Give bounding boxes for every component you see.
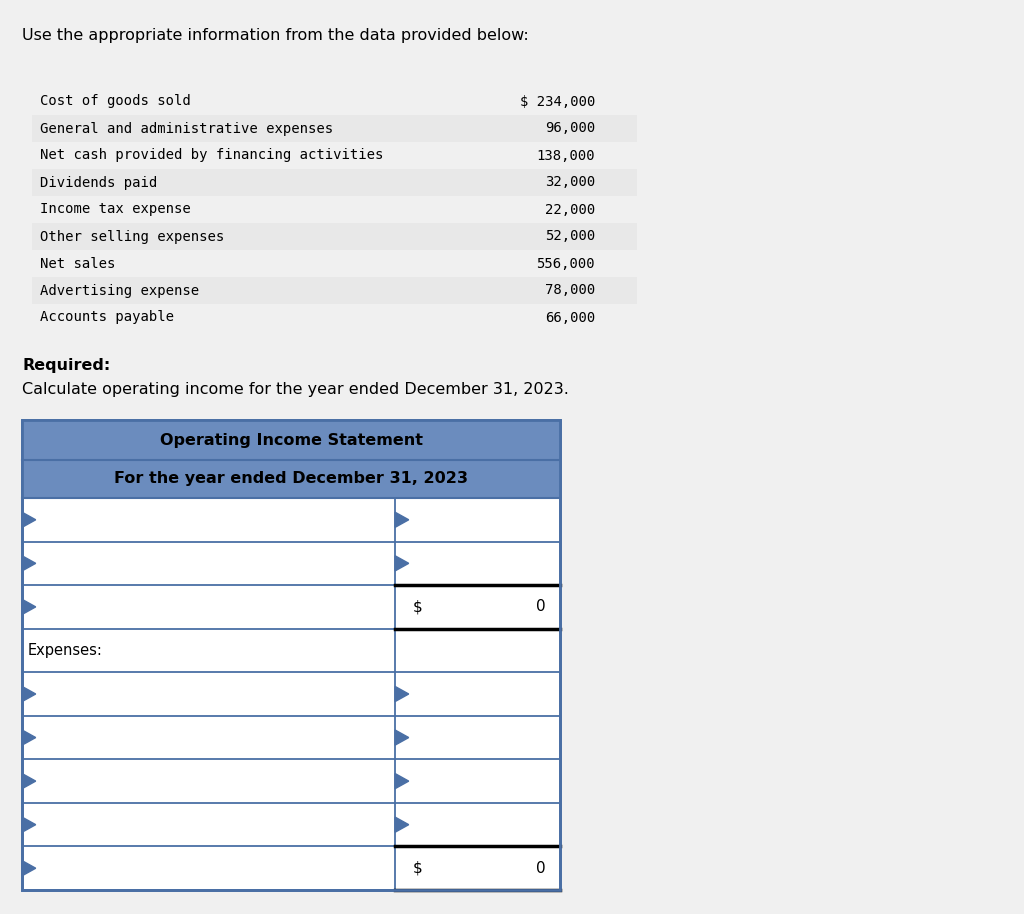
Text: 78,000: 78,000	[545, 283, 595, 297]
Bar	[22, 420, 560, 460]
Polygon shape	[395, 512, 409, 527]
Text: Net cash provided by financing activities: Net cash provided by financing activitie…	[40, 148, 383, 163]
Polygon shape	[395, 817, 409, 833]
Text: 22,000: 22,000	[545, 203, 595, 217]
Polygon shape	[22, 600, 36, 614]
Text: 0: 0	[537, 861, 546, 876]
Text: 66,000: 66,000	[545, 311, 595, 324]
Text: Net sales: Net sales	[40, 257, 116, 271]
Bar	[22, 420, 560, 890]
Polygon shape	[22, 817, 36, 833]
Polygon shape	[395, 556, 409, 571]
Bar	[32, 223, 637, 250]
Text: 138,000: 138,000	[537, 148, 595, 163]
Polygon shape	[22, 686, 36, 702]
Text: $: $	[413, 861, 423, 876]
Bar	[32, 169, 637, 196]
Text: Advertising expense: Advertising expense	[40, 283, 199, 297]
Text: Expenses:: Expenses:	[28, 643, 102, 658]
Polygon shape	[22, 556, 36, 571]
Polygon shape	[22, 773, 36, 789]
Text: $ 234,000: $ 234,000	[519, 94, 595, 109]
Polygon shape	[22, 512, 36, 527]
Bar	[32, 277, 637, 304]
Polygon shape	[395, 730, 409, 745]
Text: 32,000: 32,000	[545, 175, 595, 189]
Text: Calculate operating income for the year ended December 31, 2023.: Calculate operating income for the year …	[22, 382, 569, 397]
Text: Accounts payable: Accounts payable	[40, 311, 174, 324]
Text: Cost of goods sold: Cost of goods sold	[40, 94, 190, 109]
Text: Other selling expenses: Other selling expenses	[40, 229, 224, 243]
Polygon shape	[395, 686, 409, 702]
Text: 52,000: 52,000	[545, 229, 595, 243]
Text: Required:: Required:	[22, 358, 111, 373]
Text: 0: 0	[537, 600, 546, 614]
Text: Income tax expense: Income tax expense	[40, 203, 190, 217]
Polygon shape	[395, 773, 409, 789]
Text: Operating Income Statement: Operating Income Statement	[160, 432, 423, 448]
Text: Use the appropriate information from the data provided below:: Use the appropriate information from the…	[22, 28, 528, 43]
Text: General and administrative expenses: General and administrative expenses	[40, 122, 333, 135]
Polygon shape	[22, 861, 36, 876]
Text: For the year ended December 31, 2023: For the year ended December 31, 2023	[114, 472, 468, 486]
Polygon shape	[22, 730, 36, 745]
Text: Dividends paid: Dividends paid	[40, 175, 158, 189]
Bar	[32, 115, 637, 142]
Bar	[22, 460, 560, 498]
Text: 96,000: 96,000	[545, 122, 595, 135]
Text: 556,000: 556,000	[537, 257, 595, 271]
Text: $: $	[413, 600, 423, 614]
Bar	[22, 420, 560, 890]
